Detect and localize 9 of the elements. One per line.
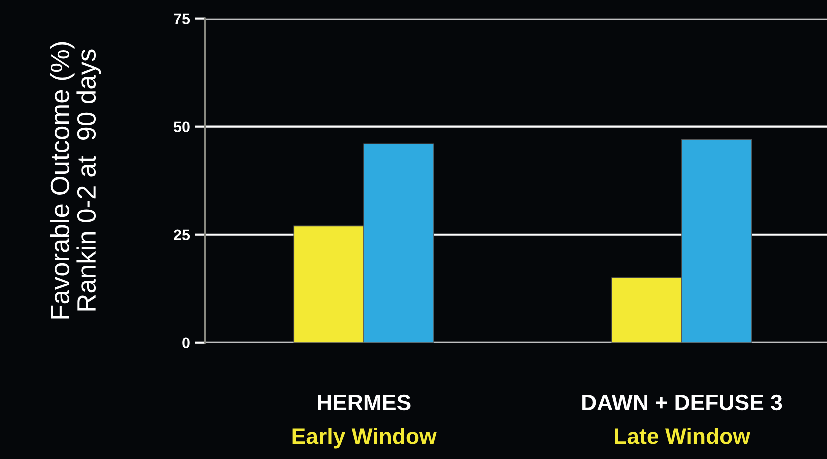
y-tick-label: 75: [174, 14, 190, 25]
text: Late Window: [615, 428, 750, 444]
y-tick-label: 0: [182, 338, 190, 349]
y-tick-label: 50: [174, 122, 190, 133]
x-tick-label: DAWN + DEFUSE 3: [582, 394, 782, 411]
y-axis-title: Favorable Outcome (%) Rankin 0-2 at 90 days: [50, 42, 102, 319]
y-tick-label: 25: [174, 230, 190, 241]
x-tick-label: HERMES: [318, 394, 411, 411]
text: Early Window: [292, 428, 437, 449]
